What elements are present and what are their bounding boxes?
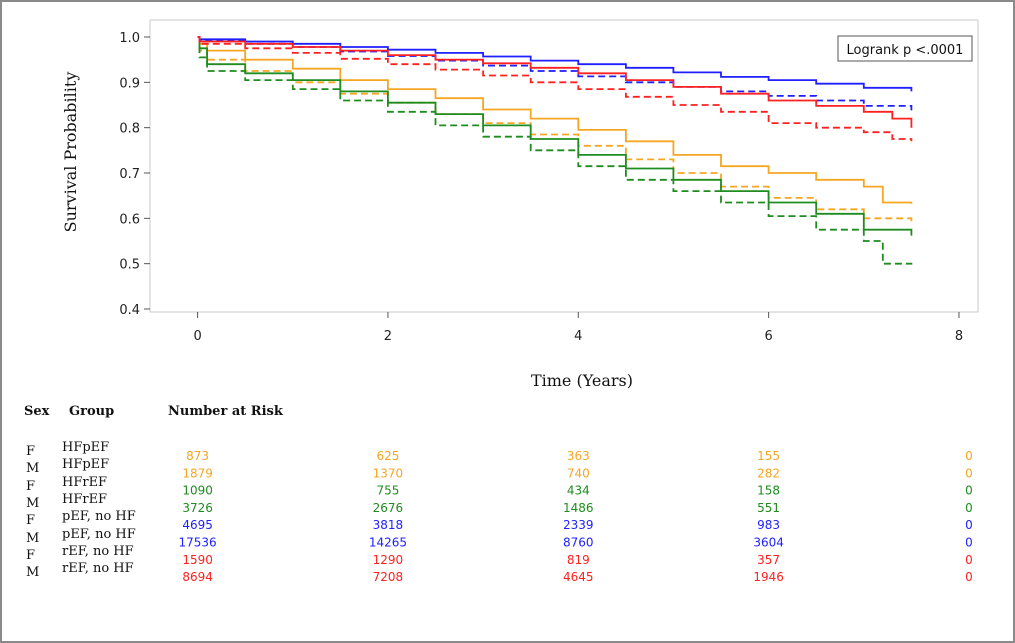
- y-tick-label: 0.6: [119, 212, 140, 227]
- risk-count: 17536: [178, 536, 216, 550]
- logrank-box: [837, 35, 973, 62]
- risk-row-group: HFpEF: [62, 457, 110, 473]
- logrank-annotation: Logrank p <.0001: [847, 43, 964, 58]
- y-tick-label: 0.9: [119, 76, 140, 91]
- series-line-f-hfpef: [197, 36, 913, 204]
- risk-count: 8760: [563, 536, 594, 550]
- risk-count: 0: [965, 518, 973, 532]
- risk-row-sex: M: [26, 530, 40, 546]
- risk-row-group: HFrEF: [62, 491, 108, 507]
- risk-row-sex: F: [26, 478, 36, 494]
- risk-count: 0: [965, 570, 973, 584]
- risk-count: 0: [965, 484, 973, 498]
- x-tick-label: 6: [764, 329, 772, 344]
- risk-count: 1370: [373, 466, 404, 480]
- risk-count: 625: [376, 449, 399, 463]
- risk-count: 158: [757, 484, 780, 498]
- risk-count: 3726: [182, 501, 213, 515]
- risk-count: 983: [757, 518, 780, 532]
- risk-count: 0: [965, 501, 973, 515]
- risk-count: 551: [757, 501, 780, 515]
- risk-count: 0: [965, 466, 973, 480]
- series-line-m-hfpef: [197, 36, 913, 223]
- risk-count: 155: [757, 449, 780, 463]
- risk-row-group: rEF, no HF: [62, 561, 134, 577]
- risk-count: 14265: [369, 536, 407, 550]
- y-axis: 0.4 0.5 0.6 0.7 0.8 0.9 1.0: [119, 31, 150, 318]
- risk-count: 819: [567, 553, 590, 567]
- series-line-f-pef-no-hf: [197, 36, 913, 92]
- risk-count: 740: [567, 466, 590, 480]
- risk-count: 1486: [563, 501, 594, 515]
- x-axis-title: Time (Years): [531, 371, 633, 390]
- risk-row-sex: M: [26, 495, 40, 511]
- risk-count: 4695: [182, 518, 213, 532]
- series-line-f-ref-no-hf: [197, 36, 913, 128]
- risk-count: 1090: [182, 484, 213, 498]
- y-axis-title: Survival Probability: [61, 72, 80, 233]
- risk-count: 2339: [563, 518, 594, 532]
- risk-count: 0: [965, 449, 973, 463]
- x-tick-label: 0: [193, 329, 201, 344]
- risk-count: 873: [186, 449, 209, 463]
- risk-row-group: pEF, no HF: [62, 509, 136, 525]
- risk-count: 1290: [373, 553, 404, 567]
- risk-count: 4645: [563, 570, 594, 584]
- x-tick-label: 4: [574, 329, 582, 344]
- risk-count: 1946: [753, 570, 784, 584]
- risk-count: 7208: [373, 570, 404, 584]
- x-tick-label: 2: [384, 329, 392, 344]
- series-line-m-hfref: [197, 36, 913, 265]
- risk-count: 2676: [373, 501, 404, 515]
- risk-count: 755: [376, 484, 399, 498]
- y-tick-label: 0.4: [119, 303, 140, 318]
- risk-count: 363: [567, 449, 590, 463]
- risk-count: 8694: [182, 570, 213, 584]
- x-tick-label: 8: [955, 329, 963, 344]
- risk-count: 0: [965, 536, 973, 550]
- y-tick-label: 0.7: [119, 167, 140, 182]
- risk-count: 282: [757, 466, 780, 480]
- risk-row-sex: F: [26, 547, 36, 563]
- plot-area-border: [149, 19, 979, 313]
- risk-header-group: Group: [69, 404, 115, 419]
- risk-row-group: HFrEF: [62, 474, 108, 490]
- risk-count: 3818: [373, 518, 404, 532]
- risk-count: 1590: [182, 553, 213, 567]
- y-tick-label: 0.5: [119, 258, 140, 273]
- risk-row-sex: F: [26, 444, 36, 459]
- survival-curves: [197, 36, 913, 265]
- risk-count: 3604: [753, 536, 784, 550]
- risk-count: 434: [567, 484, 590, 498]
- risk-row-sex: M: [26, 461, 40, 477]
- risk-header-number: Number at Risk: [168, 404, 283, 419]
- risk-count: 1879: [182, 466, 213, 480]
- risk-row-group: HFpEF: [62, 440, 110, 455]
- y-tick-label: 0.8: [119, 122, 140, 137]
- series-line-f-hfref: [197, 36, 913, 236]
- risk-row-sex: M: [26, 565, 40, 581]
- risk-row-group: pEF, no HF: [62, 526, 136, 542]
- number-at-risk-values: 873 625 363 155 0 1879 1370 740 282 0 1090 755 434 15…: [178, 449, 972, 584]
- risk-row-group: rEF, no HF: [62, 543, 134, 559]
- y-tick-label: 1.0: [119, 31, 140, 46]
- risk-row-sex: F: [26, 513, 36, 529]
- risk-header-sex: Sex: [24, 404, 50, 419]
- series-line-m-pef-no-hf: [197, 36, 913, 111]
- x-axis: 0 2 4 6 8: [193, 312, 963, 344]
- risk-count: 0: [965, 553, 973, 567]
- risk-count: 357: [757, 553, 780, 567]
